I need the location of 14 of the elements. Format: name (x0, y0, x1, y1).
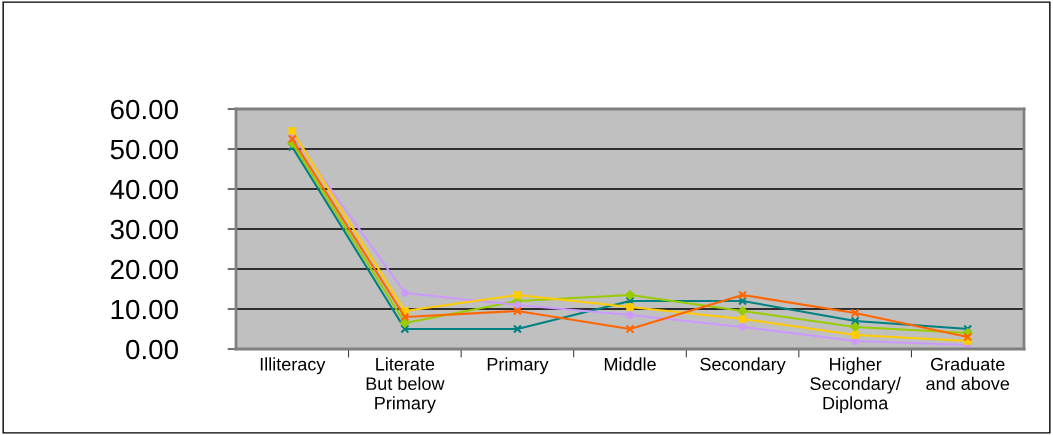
x-tick-label: Graduate and above (926, 357, 1010, 391)
y-tick-label: 40.00 (110, 179, 178, 200)
y-tick-label: 30.00 (110, 219, 178, 240)
x-tick-label: Secondary (700, 357, 786, 375)
y-tick-label: 60.00 (110, 99, 178, 120)
x-tick-label: Illiteracy (260, 357, 326, 375)
x-tick-label: Middle (604, 357, 656, 371)
x-tick-label: Higher Secondary/ Diploma (810, 357, 901, 414)
y-tick-label: 0.00 (126, 339, 178, 360)
y-tick-label: 50.00 (110, 139, 178, 160)
y-tick-label: 10.00 (111, 299, 178, 320)
y-tick-label: 20.00 (110, 259, 178, 280)
x-tick-label: Literate But below Primary (366, 357, 445, 414)
x-tick-label: Primary (487, 357, 549, 375)
